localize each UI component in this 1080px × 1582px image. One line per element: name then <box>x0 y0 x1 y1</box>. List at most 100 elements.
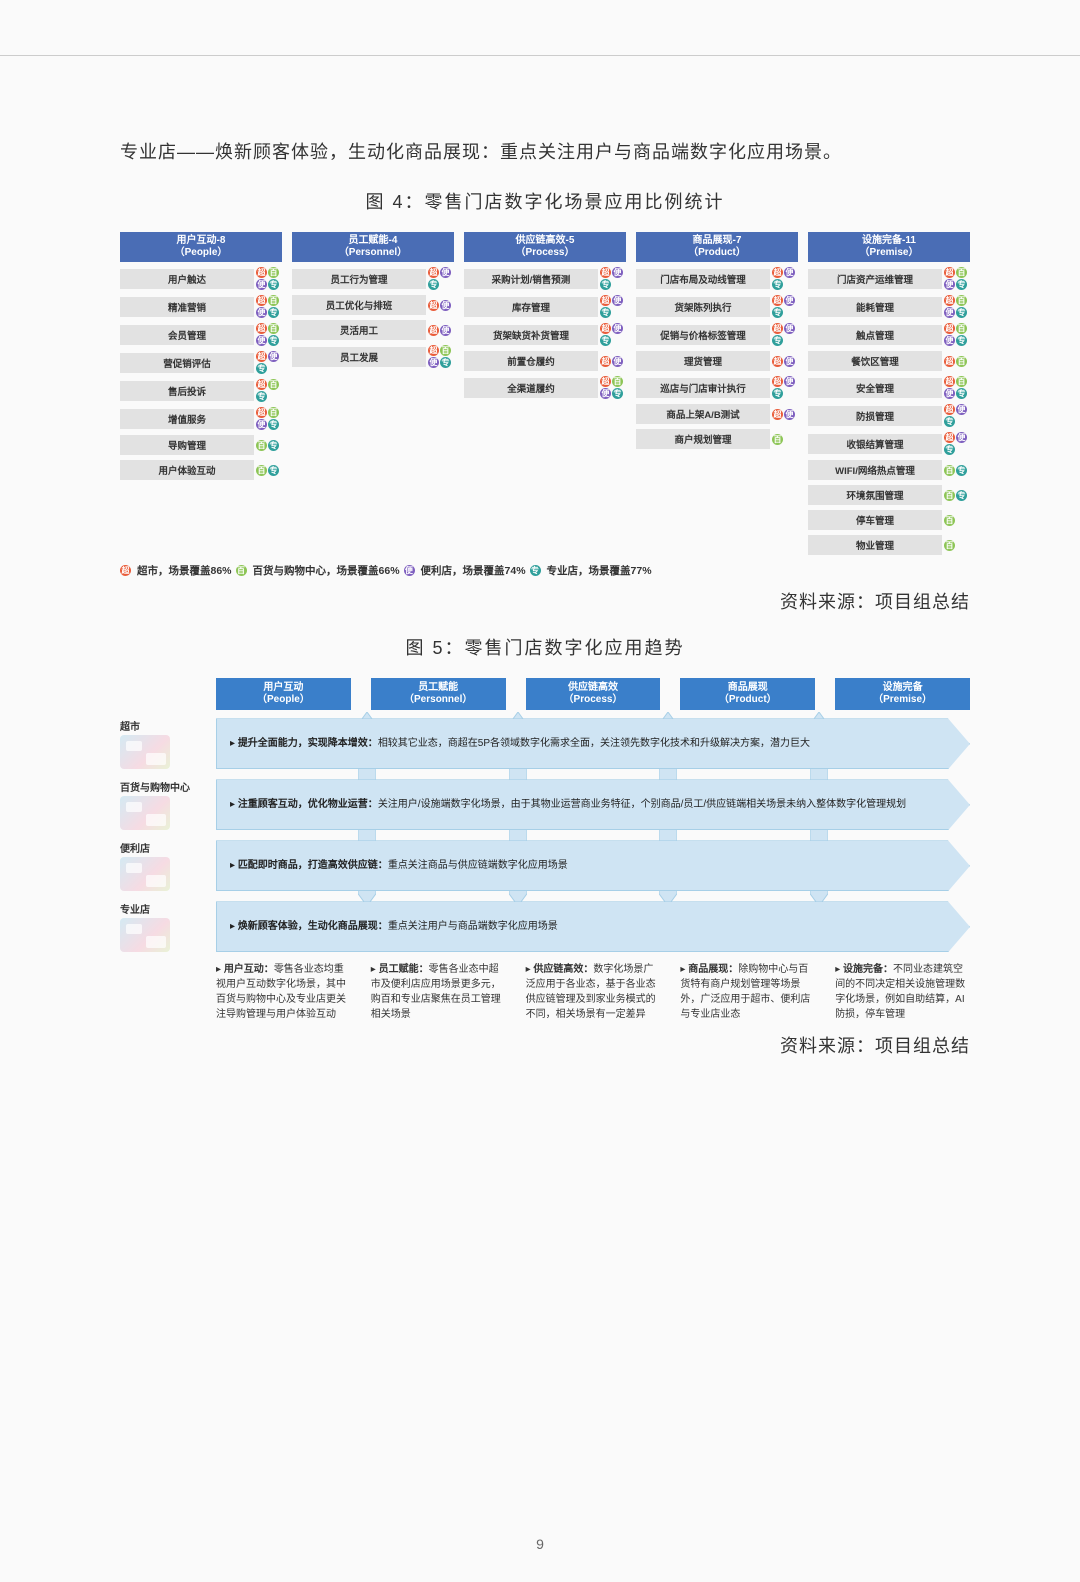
tag-dot: 专 <box>428 279 439 290</box>
tag-dot: 百 <box>268 407 279 418</box>
tag-dot: 专 <box>268 279 279 290</box>
tag-dot: 超 <box>600 267 611 278</box>
tag-dot: 超 <box>428 267 439 278</box>
fig4-cell: 理货管理 <box>636 351 770 371</box>
fig5-bottom-col: ▸ 设施完备：不同业态建筑空间的不同决定相关设施管理数字化场景，例如自助结算，A… <box>835 962 970 1022</box>
arrow-rest: 相较其它业态，商超在5P各领域数字化需求全面，关注领先数字化技术和升级解决方案，… <box>378 738 810 749</box>
tag-dot: 百 <box>256 440 267 451</box>
fig4-row: 导购管理百专 <box>120 435 282 455</box>
tag-dot: 便 <box>944 279 955 290</box>
tag-dot: 专 <box>612 388 623 399</box>
fig5-row: 便利店▸ 匹配即时商品，打造高效供应链：重点关注商品与供应链端数字化应用场景 <box>120 840 970 891</box>
tag-dot: 便 <box>256 419 267 430</box>
tag-dot: 专 <box>956 335 967 346</box>
tag-dot: 专 <box>772 307 783 318</box>
fig5-header: 设施完备 （Premise） <box>835 678 970 710</box>
tag-dot: 专 <box>600 279 611 290</box>
tag-dot: 超 <box>428 325 439 336</box>
tag-dot: 便 <box>784 356 795 367</box>
tag-dot: 便 <box>784 267 795 278</box>
tag-dot: 便 <box>956 432 967 443</box>
legend-text: 便利店，场景覆盖74% <box>421 563 526 578</box>
fig5-row-label: 超市 <box>120 718 140 733</box>
fig4-row: 用户触达超百便专 <box>120 267 282 290</box>
tag-dot: 便 <box>944 335 955 346</box>
fig4-row: 前置仓履约超便 <box>464 351 626 371</box>
fig4-row: 能耗管理超百便专 <box>808 295 970 318</box>
fig4-row: 巡店与门店审计执行超便专 <box>636 376 798 399</box>
tag-dot: 超 <box>944 376 955 387</box>
tag-dot: 专 <box>268 307 279 318</box>
fig5-row: 超市▸ 提升全面能力，实现降本增效：相较其它业态，商超在5P各领域数字化需求全面… <box>120 718 970 769</box>
fig4-title: 图 4：零售门店数字化场景应用比例统计 <box>120 188 970 214</box>
fig4-cell: 用户触达 <box>120 269 254 289</box>
fig4-row: 停车管理百 <box>808 510 970 530</box>
tag-dot: 超 <box>256 267 267 278</box>
fig5-header: 员工赋能 （Personnel） <box>371 678 506 710</box>
tag-dot: 专 <box>944 444 955 455</box>
fig4-column: 用户互动-8 （People）用户触达超百便专精准营销超百便专会员管理超百便专营… <box>120 232 282 555</box>
fig4-row: 门店资产运维管理超百便专 <box>808 267 970 290</box>
fig4-cell: 环境氛围管理 <box>808 485 942 505</box>
tag-dot: 专 <box>956 465 967 476</box>
tag-dot: 专 <box>772 388 783 399</box>
arrow-rest: 重点关注商品与供应链端数字化应用场景 <box>388 860 568 871</box>
tag-dot: 便 <box>784 323 795 334</box>
fig5-row-label: 百货与购物中心 <box>120 779 190 794</box>
tag-dot: 超 <box>428 300 439 311</box>
fig4-row: 全渠道履约超百便专 <box>464 376 626 399</box>
fig4-column: 商品展现-7 （Product）门店布局及动线管理超便专货架陈列执行超便专促销与… <box>636 232 798 555</box>
arrow-lead: 注重顾客互动，优化物业运营： <box>238 799 378 810</box>
fig4-row: 采购计划/销售预测超便专 <box>464 267 626 290</box>
fig4-row: 用户体验互动百专 <box>120 460 282 480</box>
fig4-cell: 增值服务 <box>120 409 254 429</box>
tag-dot: 超 <box>772 356 783 367</box>
fig4-cell: 全渠道履约 <box>464 378 598 398</box>
tag-dot: 超 <box>256 351 267 362</box>
tag-dot: 专 <box>944 416 955 427</box>
fig4-cell: 停车管理 <box>808 510 942 530</box>
tag-dot: 专 <box>440 357 451 368</box>
arrow-band: ▸ 注重顾客互动，优化物业运营：关注用户/设施端数字化场景，由于其物业运营商业务… <box>216 779 970 830</box>
tag-dot: 超 <box>944 267 955 278</box>
tag-dot: 专 <box>268 419 279 430</box>
fig4-column-header: 用户互动-8 （People） <box>120 232 282 262</box>
fig5-bottom-col: ▸ 员工赋能：零售各业态中超市及便利店应用场景更多元，购百和专业店聚焦在员工管理… <box>371 962 506 1022</box>
fig4-row: 货架缺货补货管理超便专 <box>464 323 626 346</box>
fig4-cell: 能耗管理 <box>808 297 942 317</box>
fig4-row: 精准营销超百便专 <box>120 295 282 318</box>
arrow-band: ▸ 焕新顾客体验，生动化商品展现：重点关注用户与商品端数字化应用场景 <box>216 901 970 952</box>
tag-dot: 专 <box>268 440 279 451</box>
tag-dot: 超 <box>256 407 267 418</box>
fig4-cell: 前置仓履约 <box>464 351 598 371</box>
fig4-cell: 收银结算管理 <box>808 434 942 454</box>
tag-dot: 便 <box>428 357 439 368</box>
tag-dot: 便 <box>784 295 795 306</box>
fig5-row: 百货与购物中心 ▸ 注重顾客互动，优化物业运营：关注用户/设施端数字化场景，由于其… <box>120 779 970 830</box>
tag-dot: 百 <box>944 540 955 551</box>
fig4-column-header: 员工赋能-4 （Personnel） <box>292 232 454 262</box>
fig4-cell: 促销与价格标签管理 <box>636 325 770 345</box>
fig4-row: 触点管理超百便专 <box>808 323 970 346</box>
fig4-column-header: 商品展现-7 （Product） <box>636 232 798 262</box>
tag-dot: 百 <box>612 376 623 387</box>
tag-dot: 百 <box>956 323 967 334</box>
tag-dot: 便 <box>612 323 623 334</box>
fig5-header: 商品展现 （Product） <box>680 678 815 710</box>
fig4-cell: 触点管理 <box>808 325 942 345</box>
fig5-row-label: 便利店 <box>120 840 150 855</box>
legend-dot: 便 <box>404 565 415 576</box>
fig5-bottom-col: ▸ 供应链高效：数字化场景广泛应用于各业态，基于各业态供应链管理及到家业务模式的… <box>526 962 661 1022</box>
tag-dot: 专 <box>600 307 611 318</box>
fig4-row: 商户规划管理百 <box>636 429 798 449</box>
tag-dot: 百 <box>956 376 967 387</box>
tag-dot: 超 <box>944 323 955 334</box>
tag-dot: 超 <box>772 295 783 306</box>
fig4-cell: 售后投诉 <box>120 381 254 401</box>
fig4-row: 货架陈列执行超便专 <box>636 295 798 318</box>
tag-dot: 超 <box>944 404 955 415</box>
page-number: 9 <box>0 1536 1080 1552</box>
fig4-cell: 员工优化与排班 <box>292 295 426 315</box>
tag-dot: 超 <box>772 323 783 334</box>
fig4-row: 增值服务超百便专 <box>120 407 282 430</box>
